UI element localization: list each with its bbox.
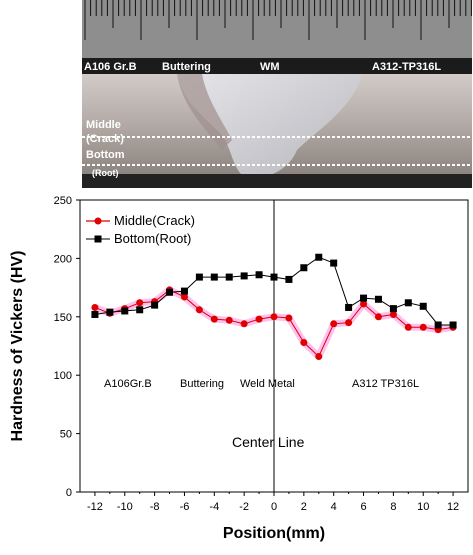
x-tick-label: -4 — [209, 501, 219, 513]
annot-center-line: Center Line — [232, 434, 305, 450]
data-point-bottom — [121, 307, 129, 315]
label-base-right: A312-TP316L — [372, 61, 441, 73]
data-point-bottom — [151, 301, 159, 309]
data-point-bottom — [210, 273, 218, 281]
data-point-bottom — [136, 306, 144, 314]
data-point-bottom — [315, 253, 323, 261]
data-point-middle — [255, 315, 263, 323]
bottom-dark-band — [82, 174, 472, 188]
data-point-middle — [270, 313, 278, 321]
series-group — [91, 253, 457, 361]
legend-bottom-marker — [94, 235, 102, 243]
legend-middle-label: Middle(Crack) — [114, 213, 195, 228]
y-tick-label: 150 — [54, 312, 72, 324]
data-point-middle — [389, 310, 397, 318]
data-point-middle — [315, 353, 323, 361]
data-point-middle — [225, 316, 233, 324]
x-tick-label: 2 — [301, 501, 307, 513]
data-point-bottom — [106, 308, 114, 316]
x-tick-label: 12 — [447, 501, 459, 513]
label-crack: (Crack) — [86, 133, 124, 145]
x-tick-label: 0 — [271, 501, 277, 513]
data-point-middle — [419, 323, 427, 331]
data-point-bottom — [166, 288, 174, 296]
data-point-bottom — [240, 272, 248, 280]
data-point-bottom — [300, 264, 308, 272]
data-point-bottom — [389, 305, 397, 313]
y-tick-label: 50 — [60, 429, 72, 441]
data-point-bottom — [225, 273, 233, 281]
x-tick-label: 10 — [417, 501, 429, 513]
buttering-zone — [177, 74, 232, 150]
data-point-bottom — [255, 271, 263, 279]
data-point-bottom — [374, 295, 382, 303]
data-point-bottom — [195, 273, 203, 281]
data-point-middle — [360, 300, 368, 308]
data-point-middle — [330, 320, 338, 328]
data-point-bottom — [419, 302, 427, 310]
data-point-middle — [285, 314, 293, 322]
data-point-middle — [195, 306, 203, 314]
x-tick-label: 4 — [331, 501, 337, 513]
data-point-middle — [240, 320, 248, 328]
data-point-middle — [136, 299, 144, 307]
annot-base-right: A312 TP316L — [352, 378, 419, 390]
legend-bottom-label: Bottom(Root) — [114, 231, 191, 246]
data-point-bottom — [180, 287, 188, 295]
data-point-bottom — [404, 299, 412, 307]
label-base-left: A106 Gr.B — [84, 61, 137, 73]
legend-middle-marker — [94, 217, 102, 225]
y-axis-title: Hardness of Vickers (HV) — [9, 251, 26, 442]
label-bottom: Bottom — [86, 149, 125, 161]
x-tick-label: 8 — [390, 501, 396, 513]
x-tick-label: -8 — [150, 501, 160, 513]
legend: Middle(Crack) Bottom(Root) — [86, 213, 195, 246]
data-point-bottom — [449, 321, 457, 329]
y-axis: 0 50 100 150 200 250 — [54, 195, 80, 499]
x-axis: -12 -10 -8 -6 -4 -2 0 2 4 6 8 10 12 — [87, 492, 459, 513]
y-tick-label: 250 — [54, 195, 72, 207]
annot-base-left: A106Gr.B — [104, 378, 152, 390]
label-middle: Middle — [86, 119, 121, 131]
y-tick-label: 200 — [54, 253, 72, 265]
x-tick-label: 6 — [360, 501, 366, 513]
dark-band — [82, 58, 472, 74]
data-point-middle — [180, 293, 188, 301]
x-axis-title: Position(mm) — [223, 525, 325, 542]
x-tick-label: -12 — [87, 501, 103, 513]
ruler-ticks — [84, 0, 472, 40]
data-point-middle — [300, 338, 308, 346]
label-root: (Root) — [92, 168, 119, 178]
data-point-middle — [210, 315, 218, 323]
weld-cross-section-photo: A106 Gr.B Buttering WM A312-TP316L Middl… — [82, 0, 472, 188]
data-point-middle — [91, 303, 99, 311]
y-tick-label: 100 — [54, 370, 72, 382]
data-point-middle — [404, 323, 412, 331]
annot-buttering: Buttering — [180, 378, 224, 390]
label-weld-metal: WM — [260, 61, 280, 73]
x-tick-label: -2 — [239, 501, 249, 513]
data-point-bottom — [91, 310, 99, 318]
data-point-middle — [345, 319, 353, 327]
annot-weld-metal: Weld Metal — [240, 378, 295, 390]
hardness-chart: 0 50 100 150 200 250 -12 -10 -8 -6 -4 -2 0 2 4 6 8 10 12 … — [0, 188, 473, 550]
data-point-bottom — [345, 303, 353, 311]
x-tick-label: -6 — [180, 501, 190, 513]
x-tick-label: -10 — [117, 501, 133, 513]
data-point-bottom — [270, 273, 278, 281]
data-point-bottom — [285, 275, 293, 283]
label-buttering: Buttering — [162, 61, 211, 73]
data-point-middle — [374, 313, 382, 321]
weld-bead — [177, 74, 362, 178]
y-tick-label: 0 — [66, 487, 72, 499]
data-point-bottom — [330, 259, 338, 267]
data-point-bottom — [434, 321, 442, 329]
data-point-bottom — [360, 294, 368, 302]
